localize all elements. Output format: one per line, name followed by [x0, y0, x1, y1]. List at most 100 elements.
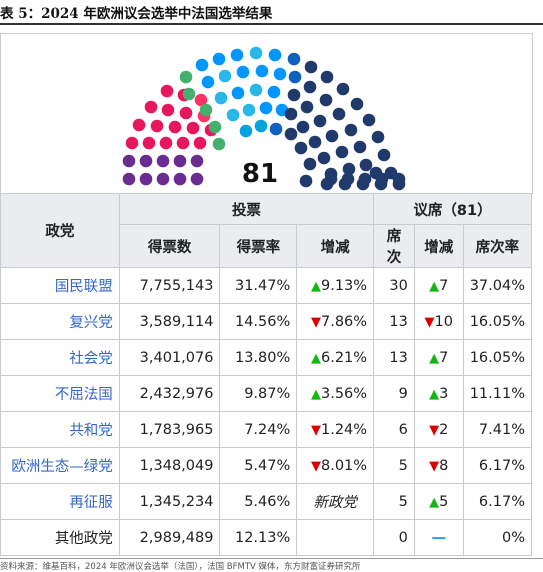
party-name[interactable]: 不屈法国: [0, 375, 120, 412]
pct-cell: 5.46%: [219, 483, 298, 520]
seat-dot: [249, 46, 263, 60]
change-cell: ▼1.24%: [296, 411, 375, 448]
seat-dot: [144, 100, 158, 114]
change-cell-value: 9.13%: [321, 277, 368, 294]
header-seat-change: 增减: [413, 224, 464, 268]
party-name[interactable]: 复兴党: [0, 303, 120, 340]
seat-dot: [182, 87, 196, 101]
triangle-up-icon: ▲: [429, 350, 440, 366]
votes-cell: 3,589,114: [118, 303, 221, 340]
seat-dot: [273, 67, 287, 81]
seat-dot: [341, 172, 355, 186]
seat-dot: [344, 123, 358, 137]
seat-dot: [371, 130, 385, 144]
seat-dot: [284, 127, 298, 141]
seat-dot: [296, 120, 310, 134]
seat-dot: [269, 122, 283, 136]
triangle-up-icon: ▲: [429, 278, 440, 294]
votes-cell: 1,348,049: [118, 447, 221, 484]
seat-change-cell-value: 8: [439, 457, 449, 474]
seat-dot: [236, 65, 250, 79]
seats-cell: 5: [373, 483, 415, 520]
table-row: 国民联盟 7,755,143 31.47% ▲9.13% 30 ▲7 37.04%: [0, 267, 533, 304]
change-cell-value: 7.86%: [321, 313, 368, 330]
seat-dot: [303, 80, 317, 94]
seat-pct-cell: 0%: [462, 519, 533, 556]
seat-dot: [350, 97, 364, 111]
table-row: 不屈法国 2,432,976 9.87% ▲3.56% 9 ▲3 11.11%: [0, 375, 533, 412]
triangle-up-icon: ▲: [311, 278, 321, 294]
triangle-down-icon: ▼: [311, 422, 321, 438]
table-row: 再征服 1,345,234 5.46% 新政党 5 ▲5 6.17%: [0, 483, 533, 520]
seat-dot: [186, 121, 200, 135]
seat-dot: [122, 154, 136, 168]
seat-dot: [362, 113, 376, 127]
votes-cell: 7,755,143: [118, 267, 221, 304]
seat-dot: [142, 136, 156, 150]
change-cell: ▲9.13%: [296, 267, 375, 304]
seat-dot: [168, 120, 182, 134]
seat-dot: [179, 70, 193, 84]
seat-change-cell: ▲5: [413, 483, 464, 520]
seat-dot: [308, 135, 322, 149]
seats-cell: 13: [373, 339, 415, 376]
seat-change-cell-value: 10: [434, 313, 453, 330]
seat-dot: [239, 124, 253, 138]
change-cell: [296, 519, 375, 556]
seat-dot: [392, 172, 406, 186]
seats-cell: 13: [373, 303, 415, 340]
seat-change-cell-value: 5: [439, 493, 449, 510]
seat-change-cell: ▼8: [413, 447, 464, 484]
seat-dot: [194, 93, 208, 107]
pct-cell: 31.47%: [219, 267, 298, 304]
seats-cell: 5: [373, 447, 415, 484]
dash-icon: —: [431, 529, 447, 546]
seat-dot: [304, 60, 318, 74]
header-votes-group: 投票: [118, 193, 375, 225]
seat-dot: [132, 118, 146, 132]
triangle-down-icon: ▼: [311, 458, 321, 474]
seat-dot: [212, 137, 226, 151]
triangle-down-icon: ▼: [429, 422, 440, 438]
seat-change-cell-value: 7: [439, 349, 449, 366]
votes-cell: 2,432,976: [118, 375, 221, 412]
pct-cell: 14.56%: [219, 303, 298, 340]
seat-change-cell-value: 2: [439, 421, 449, 438]
seat-dot: [242, 103, 256, 117]
party-name[interactable]: 再征服: [0, 483, 120, 520]
seat-dot: [231, 86, 245, 100]
party-name[interactable]: 社会党: [0, 339, 120, 376]
party-name[interactable]: 国民联盟: [0, 267, 120, 304]
triangle-up-icon: ▲: [311, 386, 321, 402]
seat-dot: [201, 75, 215, 89]
seat-change-cell: —: [413, 519, 464, 556]
seat-dot: [173, 172, 187, 186]
party-name[interactable]: 共和党: [0, 411, 120, 448]
seat-dot: [342, 162, 356, 176]
table-row: 复兴党 3,589,114 14.56% ▼7.86% 13 ▼10 16.05%: [0, 303, 533, 340]
change-cell: 新政党: [296, 483, 375, 520]
triangle-up-icon: ▲: [429, 494, 440, 510]
change-cell-value: 8.01%: [321, 457, 368, 474]
seat-dot: [299, 174, 313, 188]
triangle-down-icon: ▼: [429, 458, 440, 474]
seat-total-label: 81: [242, 159, 278, 189]
seat-dot: [313, 114, 327, 128]
seat-dot: [335, 145, 349, 159]
table-title: 表 5：2024 年欧洲议会选举中法国选举结果: [0, 6, 273, 22]
hemicycle-panel: 81: [0, 33, 533, 194]
pct-cell: 5.47%: [219, 447, 298, 484]
header-party: 政党: [0, 193, 120, 268]
change-cell-value: 1.24%: [321, 421, 368, 438]
change-cell: ▲3.56%: [296, 375, 375, 412]
change-cell: ▼7.86%: [296, 303, 375, 340]
seat-dot: [254, 119, 268, 133]
seat-dot: [214, 91, 228, 105]
party-name[interactable]: 欧洲生态—绿党: [0, 447, 120, 484]
seat-change-cell: ▲3: [413, 375, 464, 412]
seat-dot: [353, 140, 367, 154]
seat-dot: [218, 69, 232, 83]
seat-dot: [193, 136, 207, 150]
change-cell: ▲6.21%: [296, 339, 375, 376]
seats-cell: 0: [373, 519, 415, 556]
